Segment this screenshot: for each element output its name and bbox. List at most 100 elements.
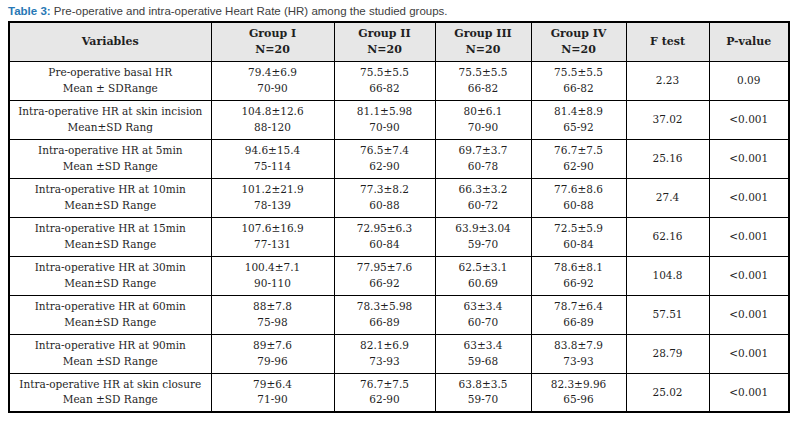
group3-cell: 80±6.1 70-90 xyxy=(435,100,531,139)
group1-cell: 104.8±12.6 88-120 xyxy=(211,100,334,139)
group2-mean: 81.1±5.98 xyxy=(338,104,432,119)
group3-range: 59-70 xyxy=(439,237,528,252)
table-row: Intra-operative HR at 60min Mean±SD Rang… xyxy=(9,295,789,334)
group3-mean: 69.7±3.7 xyxy=(439,143,528,158)
variable-measure: Mean ±SD Range xyxy=(13,392,208,407)
group1-label: Group I xyxy=(215,26,331,42)
group3-range: 70-90 xyxy=(439,120,528,135)
group1-cell: 88±7.8 75-98 xyxy=(211,295,334,334)
variable-cell: Intra-operative HR at 10min Mean±SD Rang… xyxy=(9,178,211,217)
group4-cell: 78.6±8.1 66-92 xyxy=(531,256,626,295)
group1-range: 78-139 xyxy=(215,198,331,213)
group4-n: N=20 xyxy=(535,42,623,58)
group1-cell: 94.6±15.4 75-114 xyxy=(211,139,334,178)
variable-cell: Intra-operative HR at skin incision Mean… xyxy=(9,100,211,139)
group3-cell: 63.8±3.5 59-70 xyxy=(435,373,531,412)
table-caption-text: Pre-operative and intra-operative Heart … xyxy=(51,5,448,17)
group3-cell: 63.9±3.04 59-70 xyxy=(435,217,531,256)
p-value-cell: <0.001 xyxy=(709,100,789,139)
group4-mean: 83.8±7.9 xyxy=(535,338,623,353)
group4-mean: 78.6±8.1 xyxy=(535,260,623,275)
header-row: Variables Group I N=20 Group II N=20 Gro… xyxy=(9,22,789,61)
group3-range: 59-68 xyxy=(439,354,528,369)
p-value-cell: <0.001 xyxy=(709,256,789,295)
group4-cell: 72.5±5.9 60-84 xyxy=(531,217,626,256)
group4-cell: 76.7±7.5 62-90 xyxy=(531,139,626,178)
variable-measure: Mean±SD Range xyxy=(13,198,208,213)
group2-mean: 77.95±7.6 xyxy=(338,260,432,275)
f-test-cell: 104.8 xyxy=(626,256,709,295)
group1-mean: 88±7.8 xyxy=(215,299,331,314)
p-value-cell: <0.001 xyxy=(709,139,789,178)
group3-cell: 69.7±3.7 60-78 xyxy=(435,139,531,178)
group4-mean: 81.4±8.9 xyxy=(535,104,623,119)
f-test-cell: 37.02 xyxy=(626,100,709,139)
group1-range: 88-120 xyxy=(215,120,331,135)
group3-range: 60-72 xyxy=(439,198,528,213)
column-header-group4: Group IV N=20 xyxy=(531,22,626,61)
group1-range: 79-96 xyxy=(215,354,331,369)
group2-range: 66-89 xyxy=(338,315,432,330)
variable-name: Intra-operative HR at 10min xyxy=(13,182,208,197)
table-body: Pre-operative basal HR Mean ± SDRange 79… xyxy=(9,61,789,412)
group4-cell: 81.4±8.9 65-92 xyxy=(531,100,626,139)
table-caption: Table 3: Pre-operative and intra-operati… xyxy=(0,0,796,21)
group2-mean: 76.7±7.5 xyxy=(338,377,432,392)
group2-label: Group II xyxy=(338,26,432,42)
f-test-cell: 62.16 xyxy=(626,217,709,256)
group3-range: 59-70 xyxy=(439,392,528,407)
table-header: Variables Group I N=20 Group II N=20 Gro… xyxy=(9,22,789,61)
group1-range: 90-110 xyxy=(215,276,331,291)
group1-mean: 94.6±15.4 xyxy=(215,143,331,158)
group1-range: 70-90 xyxy=(215,81,331,96)
group4-range: 65-96 xyxy=(535,392,623,407)
group4-mean: 77.6±8.6 xyxy=(535,182,623,197)
group2-range: 70-90 xyxy=(338,120,432,135)
group1-mean: 101.2±21.9 xyxy=(215,182,331,197)
f-test-cell: 2.23 xyxy=(626,61,709,100)
group4-range: 66-82 xyxy=(535,81,623,96)
variable-cell: Intra-operative HR at 60min Mean±SD Rang… xyxy=(9,295,211,334)
group1-mean: 107.6±16.9 xyxy=(215,221,331,236)
variable-cell: Intra-operative HR at 5min Mean ±SD Rang… xyxy=(9,139,211,178)
group4-mean: 72.5±5.9 xyxy=(535,221,623,236)
table-row: Intra-operative HR at 10min Mean±SD Rang… xyxy=(9,178,789,217)
table-row: Intra-operative HR at skin incision Mean… xyxy=(9,100,789,139)
group3-mean: 63±3.4 xyxy=(439,338,528,353)
group4-mean: 78.7±6.4 xyxy=(535,299,623,314)
f-test-cell: 25.16 xyxy=(626,139,709,178)
f-test-cell: 28.79 xyxy=(626,334,709,373)
group2-cell: 75.5±5.5 66-82 xyxy=(334,61,435,100)
group2-cell: 76.5±7.4 62-90 xyxy=(334,139,435,178)
group1-n: N=20 xyxy=(215,42,331,58)
group3-mean: 75.5±5.5 xyxy=(439,65,528,80)
variable-name: Intra-operative HR at 30min xyxy=(13,260,208,275)
group2-cell: 77.95±7.6 66-92 xyxy=(334,256,435,295)
column-header-group2: Group II N=20 xyxy=(334,22,435,61)
results-table: Variables Group I N=20 Group II N=20 Gro… xyxy=(8,21,790,413)
variable-name: Pre-operative basal HR xyxy=(13,65,208,80)
group4-range: 66-92 xyxy=(535,276,623,291)
f-test-cell: 57.51 xyxy=(626,295,709,334)
group3-range: 60-78 xyxy=(439,159,528,174)
group2-cell: 78.3±5.98 66-89 xyxy=(334,295,435,334)
group1-range: 75-98 xyxy=(215,315,331,330)
group3-label: Group III xyxy=(439,26,528,42)
table-row: Intra-operative HR at skin closure Mean … xyxy=(9,373,789,412)
group2-mean: 77.3±8.2 xyxy=(338,182,432,197)
group2-cell: 82.1±6.9 73-93 xyxy=(334,334,435,373)
group2-mean: 82.1±6.9 xyxy=(338,338,432,353)
p-value-cell: <0.001 xyxy=(709,178,789,217)
group3-mean: 63.9±3.04 xyxy=(439,221,528,236)
column-header-group3: Group III N=20 xyxy=(435,22,531,61)
group1-mean: 100.4±7.1 xyxy=(215,260,331,275)
group1-range: 75-114 xyxy=(215,159,331,174)
group4-mean: 76.7±7.5 xyxy=(535,143,623,158)
group2-range: 73-93 xyxy=(338,354,432,369)
group2-range: 66-82 xyxy=(338,81,432,96)
table-row: Intra-operative HR at 90min Mean ±SD Ran… xyxy=(9,334,789,373)
group3-range: 66-82 xyxy=(439,81,528,96)
table-row: Pre-operative basal HR Mean ± SDRange 79… xyxy=(9,61,789,100)
group3-cell: 63±3.4 59-68 xyxy=(435,334,531,373)
column-header-f-test: F test xyxy=(626,22,709,61)
